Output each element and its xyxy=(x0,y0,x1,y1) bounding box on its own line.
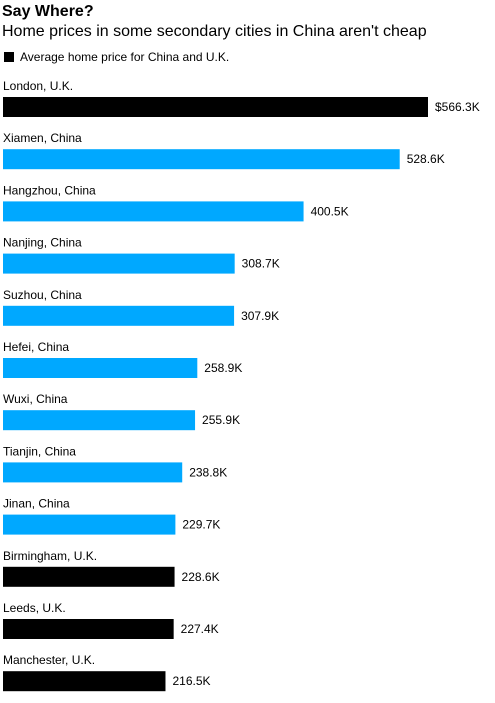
legend-swatch xyxy=(4,52,14,62)
value-label: 308.7K xyxy=(242,257,280,271)
value-label: 216.5K xyxy=(172,674,210,688)
value-label: 228.6K xyxy=(182,570,220,584)
category-label: Wuxi, China xyxy=(3,392,68,406)
bar xyxy=(3,97,428,117)
chart-title: Say Where? xyxy=(2,3,94,20)
bar xyxy=(3,305,235,326)
bar xyxy=(3,462,183,483)
bar xyxy=(3,358,198,378)
value-label: 528.6K xyxy=(407,152,445,166)
category-label: Hangzhou, China xyxy=(3,183,96,197)
bar xyxy=(3,566,175,587)
legend: Average home price for China and U.K. xyxy=(4,49,229,65)
value-label: $566.3K xyxy=(435,100,480,114)
category-label: Hefei, China xyxy=(3,340,69,354)
category-label: Jinan, China xyxy=(3,497,70,511)
bar xyxy=(3,149,400,170)
bar xyxy=(3,253,235,274)
bar xyxy=(3,671,166,692)
value-label: 255.9K xyxy=(202,413,240,427)
bar xyxy=(3,201,304,222)
chart-subtitle: Home prices in some secondary cities in … xyxy=(2,23,427,40)
value-label: 258.9K xyxy=(204,361,242,375)
value-label: 400.5K xyxy=(311,204,349,218)
value-label: 227.4K xyxy=(181,622,219,636)
category-label: Xiamen, China xyxy=(3,131,82,145)
category-label: Manchester, U.K. xyxy=(3,653,95,667)
bar xyxy=(3,619,174,639)
value-label: 229.7K xyxy=(182,518,220,532)
value-label: 238.8K xyxy=(189,465,227,479)
bar xyxy=(3,410,196,431)
legend-label: Average home price for China and U.K. xyxy=(20,50,230,64)
category-label: Leeds, U.K. xyxy=(3,601,66,615)
category-label: Suzhou, China xyxy=(3,288,82,302)
value-label: 307.9K xyxy=(241,309,279,323)
category-label: London, U.K. xyxy=(3,79,73,93)
bar xyxy=(3,514,176,535)
category-label: Tianjin, China xyxy=(3,444,76,458)
category-label: Birmingham, U.K. xyxy=(3,549,97,563)
category-label: Nanjing, China xyxy=(3,236,82,250)
